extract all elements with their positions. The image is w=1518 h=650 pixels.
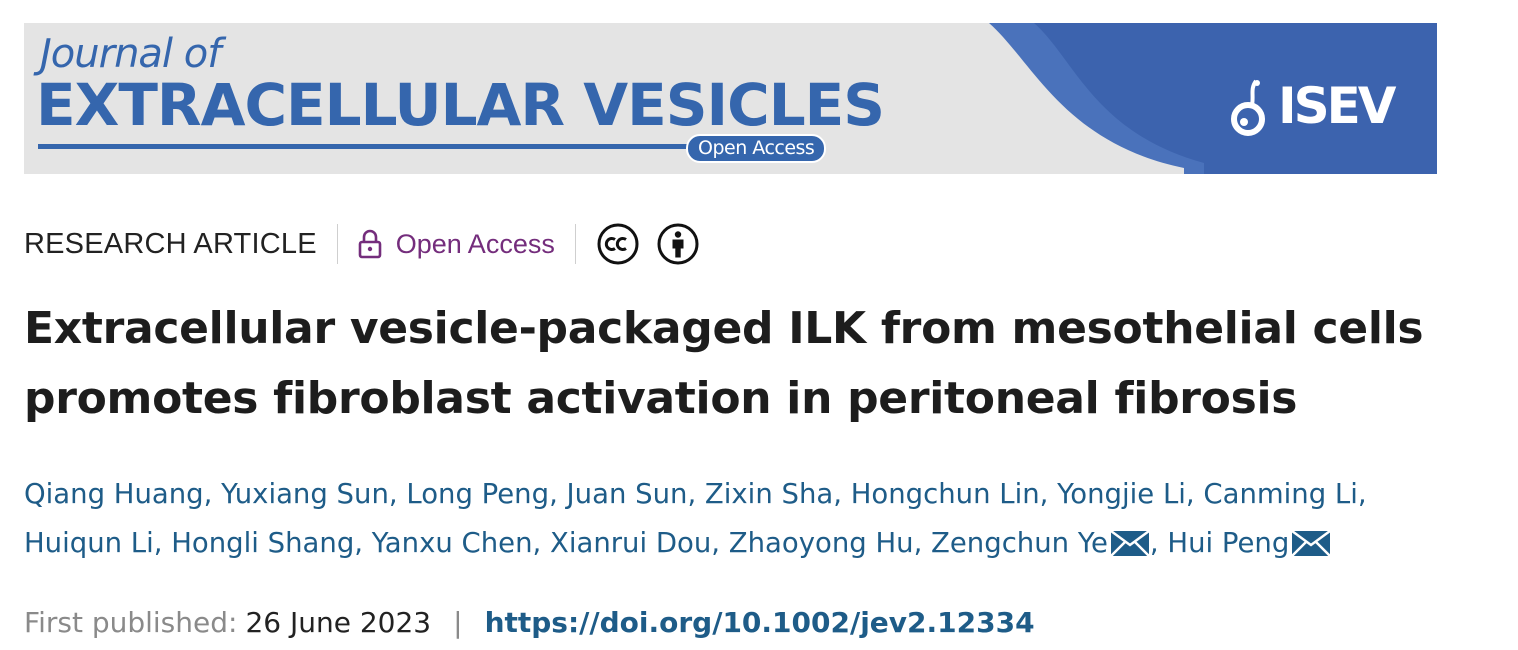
publication-info: First published: 26 June 2023 | https://… xyxy=(24,600,1035,644)
author-link[interactable]: Xianrui Dou xyxy=(549,527,712,559)
published-separator: | xyxy=(453,605,463,639)
author-link[interactable]: Hui Peng xyxy=(1167,527,1290,559)
author-list: Qiang Huang, Yuxiang Sun, Long Peng, Jua… xyxy=(24,478,1367,559)
open-access-tag: Open Access xyxy=(686,134,827,163)
article-title-line1: Extracellular vesicle-packaged ILK from … xyxy=(24,303,1424,354)
open-access-label: Open Access xyxy=(395,228,555,259)
license-icons[interactable] xyxy=(596,222,700,266)
published-date: 26 June 2023 xyxy=(245,605,432,639)
doi-link[interactable]: https://doi.org/10.1002/jev2.12334 xyxy=(484,605,1035,639)
article-meta-row: RESEARCH ARTICLE Open Access xyxy=(24,222,700,266)
journal-title-line1: Journal of xyxy=(40,31,221,77)
author-link[interactable]: Zixin Sha xyxy=(704,478,834,510)
author-link[interactable]: Huiqun Li xyxy=(24,527,154,559)
author-link[interactable]: Qiang Huang xyxy=(24,478,204,510)
author-link[interactable]: Juan Sun xyxy=(566,478,688,510)
author-link[interactable]: Hongchun Lin xyxy=(850,478,1040,510)
lock-icon xyxy=(358,229,382,259)
banner-wave-graphic xyxy=(989,23,1437,174)
banner-divider xyxy=(38,144,702,149)
cc-icon[interactable] xyxy=(596,222,640,266)
email-icon[interactable] xyxy=(1291,530,1332,557)
isev-mark-icon xyxy=(1231,79,1265,136)
author-link[interactable]: Yuxiang Sun xyxy=(221,478,389,510)
open-access-badge: Open Access xyxy=(358,229,555,260)
author-link[interactable]: Zhaoyong Hu xyxy=(728,527,914,559)
author-link[interactable]: Long Peng xyxy=(406,478,550,510)
author-link[interactable]: Zengchun Ye xyxy=(931,527,1108,559)
journal-banner[interactable]: Journal of EXTRACELLULAR VESICLES Open A… xyxy=(24,23,1437,174)
article-title-line2: promotes fibroblast activation in perito… xyxy=(24,373,1298,424)
email-icon[interactable] xyxy=(1110,530,1150,557)
article-type: RESEARCH ARTICLE xyxy=(24,227,317,260)
meta-divider xyxy=(336,224,338,264)
author-link[interactable]: Yanxu Chen xyxy=(371,527,533,559)
isev-logo: ISEV xyxy=(1226,75,1396,137)
journal-title-line2: EXTRACELLULAR VESICLES xyxy=(36,71,885,139)
published-label: First published: xyxy=(24,605,238,639)
author-link[interactable]: Hongli Shang xyxy=(171,527,355,559)
author-link[interactable]: Canming Li xyxy=(1203,478,1358,510)
cc-by-icon[interactable] xyxy=(656,222,700,266)
meta-divider xyxy=(574,224,576,264)
author-link[interactable]: Yongjie Li xyxy=(1057,478,1186,510)
article-title: Extracellular vesicle-packaged ILK from … xyxy=(24,294,1494,434)
isev-logo-text: ISEV xyxy=(1278,77,1396,135)
